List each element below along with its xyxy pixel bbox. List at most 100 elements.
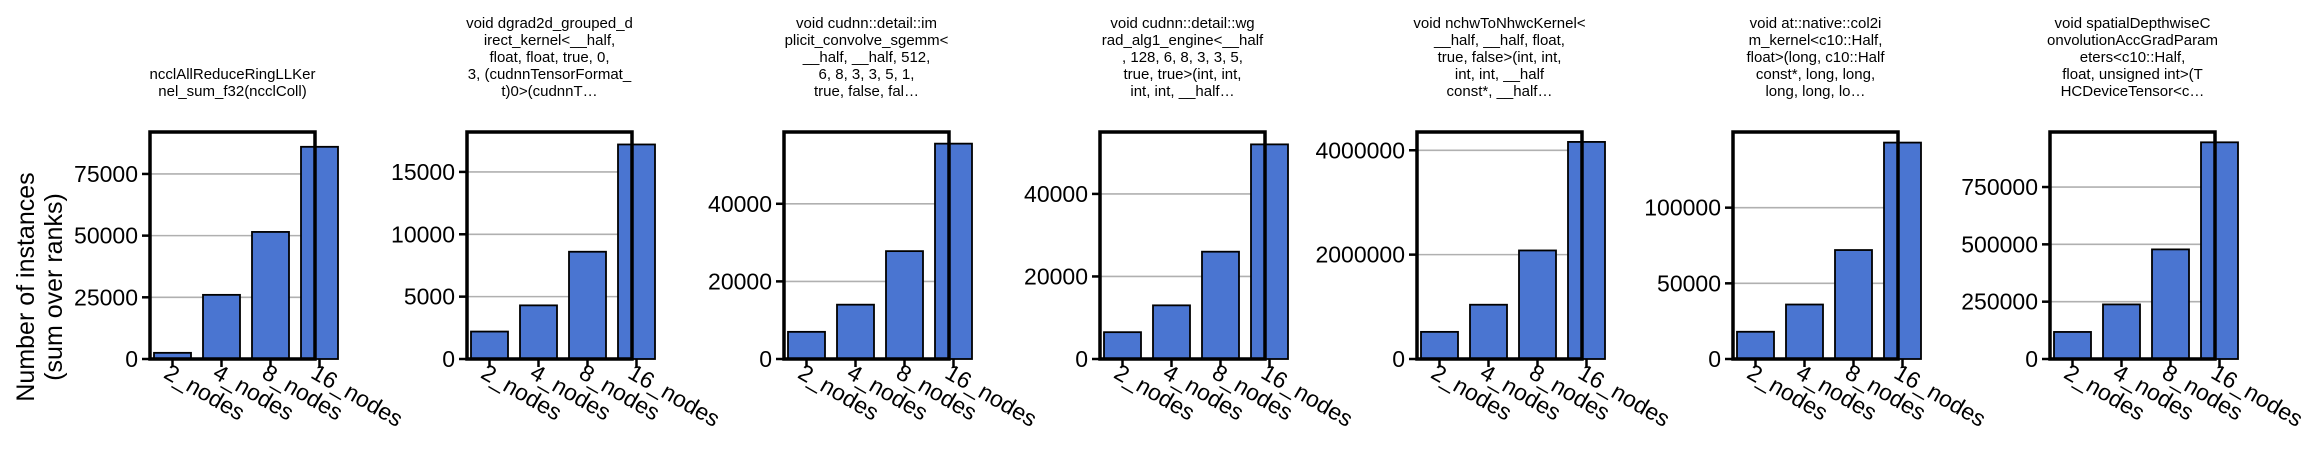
y-tick-label: 40000 [1024,181,1088,207]
bar-4_nodes [1785,303,1824,360]
chart-title-line: void spatialDepthwiseC [2055,15,2211,32]
chart-title-line: true, false>(int, int, [1438,49,1562,66]
chart-title-line: t)0>(cudnnT… [501,83,597,100]
bar-2_nodes [470,330,509,360]
chart-title-line: __half, __half, float, [1433,32,1565,49]
y-tick-label: 50000 [74,223,138,249]
bar-16_nodes [1250,143,1289,360]
bar-16_nodes [1567,141,1606,360]
chart-panel-2: void dgrad2d_grouped_direct_kernel<__hal… [391,15,724,432]
y-tick-label: 75000 [74,161,138,187]
chart-title-line: long, long, lo… [1765,83,1865,100]
bar-16_nodes [934,142,973,360]
bar-4_nodes [1469,303,1508,360]
chart-title-line: float, float, true, 0, [489,49,609,66]
y-axis-label-line-2: (sum over ranks) [40,193,68,381]
y-tick-label: 40000 [708,191,772,217]
bar-2_nodes [1103,331,1142,360]
bar-4_nodes [1152,304,1191,360]
chart-title-line: 3, (cudnnTensorFormat_ [468,66,632,83]
bar-4_nodes [519,304,558,360]
y-tick-label: 0 [1392,346,1405,372]
chart-title-line: , 128, 6, 8, 3, 3, 5, [1122,49,1243,66]
chart-title-line: void nchwToNhwcKernel< [1413,15,1585,32]
chart-title-line: void dgrad2d_grouped_d [466,15,633,32]
chart-title-line: eters<c10::Half, [2080,49,2185,66]
y-tick-label: 0 [442,346,455,372]
bar-4_nodes [836,303,875,360]
plot-frame [465,130,634,361]
chart-panels: ncclAllReduceRingLLKernel_sum_f32(ncclCo… [74,15,2307,432]
y-tick-label: 20000 [708,268,772,294]
bar-2_nodes [787,330,826,360]
bar-4_nodes [2102,303,2141,360]
chart-title-line: void cudnn::detail::im [796,15,937,32]
chart-title-line: float>(long, c10::Half [1747,49,1886,66]
chart-title-line: m_kernel<c10::Half, [1749,32,1883,49]
chart-title-line: onvolutionAccGradParam [2047,32,2218,49]
y-tick-label: 0 [1708,346,1721,372]
chart-panel-4: void cudnn::detail::wgrad_alg1_engine<__… [1024,15,1357,432]
bar-8_nodes [885,250,924,360]
plot-frame [782,130,951,361]
chart-title-line: plicit_convolve_sgemm< [785,32,949,49]
chart-title-line: int, int, __half [1455,66,1545,83]
chart-title-line: true, false, fal… [814,83,919,100]
y-tick-label: 5000 [404,284,455,310]
chart-title-line: true, true>(int, int, [1124,66,1242,83]
bar-8_nodes [568,250,607,360]
bar-16_nodes [300,145,339,360]
bar-2_nodes [1736,330,1775,360]
y-tick-label: 0 [125,346,138,372]
chart-title-line: const*, long, long, [1756,66,1875,83]
chart-title-line: ncclAllReduceRingLLKer [150,66,316,83]
y-tick-label: 250000 [1961,289,2038,315]
y-tick-label: 2000000 [1315,242,1405,268]
y-tick-label: 0 [1075,346,1088,372]
chart-title-line: HCDeviceTensor<c… [2061,83,2205,100]
chart-title-line: const*, __half… [1447,83,1553,100]
y-tick-label: 0 [759,346,772,372]
bar-4_nodes [202,293,241,360]
chart-title-line: void at::native::col2i [1750,15,1882,32]
chart-panel-5: void nchwToNhwcKernel<__half, __half, fl… [1315,15,1674,432]
y-tick-label: 20000 [1024,263,1088,289]
y-tick-label: 0 [2025,346,2038,372]
bar-8_nodes [2151,248,2190,360]
y-tick-label: 50000 [1657,270,1721,296]
y-tick-label: 500000 [1961,231,2038,257]
bar-8_nodes [1834,249,1873,360]
bar-2_nodes [2053,331,2092,360]
bar-8_nodes [1518,249,1557,360]
plot-frame [148,130,317,361]
chart-title-line: irect_kernel<__half, [484,32,615,49]
y-axis-label-line-1: Number of instances [12,172,40,401]
y-tick-label: 750000 [1961,174,2038,200]
plot-frame [1731,130,1900,361]
y-axis-label: Number of instances (sum over ranks) [12,172,68,401]
bar-16_nodes [1883,141,1922,360]
chart-title-line: int, int, __half… [1130,83,1234,100]
bar-8_nodes [1201,250,1240,360]
chart-panel-1: ncclAllReduceRingLLKernel_sum_f32(ncclCo… [74,66,407,432]
chart-panel-6: void at::native::col2im_kernel<c10::Half… [1644,15,1990,432]
chart-title-line: rad_alg1_engine<__half [1102,32,1264,49]
chart-title-line: float, unsigned int>(T [2062,66,2203,83]
y-tick-label: 100000 [1644,195,1721,221]
bar-16_nodes [617,143,656,360]
y-tick-label: 4000000 [1315,137,1405,163]
chart-title-line: void cudnn::detail::wg [1110,15,1254,32]
chart-panel-3: void cudnn::detail::implicit_convolve_sg… [708,15,1041,432]
chart-title-line: nel_sum_f32(ncclColl) [158,83,306,100]
y-tick-label: 25000 [74,284,138,310]
chart-title-line: __half, __half, 512, [802,49,931,66]
y-tick-label: 15000 [391,159,455,185]
chart-panel-7: void spatialDepthwiseConvolutionAccGradP… [1961,15,2307,432]
plot-frame [1098,130,1267,361]
bar-8_nodes [251,231,290,360]
bar-2_nodes [1420,330,1459,360]
plot-frame [1415,130,1584,361]
bar-16_nodes [2200,141,2239,360]
chart-title-line: 6, 8, 3, 3, 5, 1, [819,66,915,83]
